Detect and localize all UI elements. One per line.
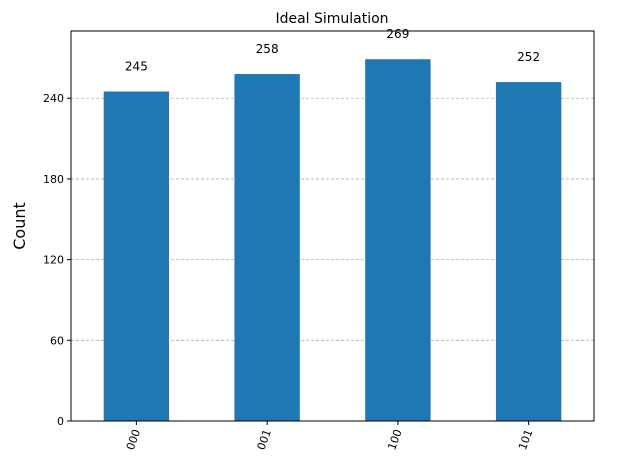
y-tick-label-0: 0: [57, 415, 64, 428]
x-tick-label-001: 001: [255, 428, 274, 452]
x-tick-label-000: 000: [124, 428, 143, 452]
data-labels: 245 258 269 252: [125, 27, 540, 73]
chart-title: Ideal Simulation: [275, 11, 388, 27]
data-label-001: 258: [256, 42, 279, 56]
x-tick-label-101: 101: [516, 428, 535, 452]
y-axis-ticks: 0 60 120 180 240: [43, 92, 71, 428]
bar-001: [234, 74, 300, 421]
bars: [103, 59, 562, 421]
data-label-101: 252: [517, 50, 540, 64]
bar-101: [495, 82, 562, 421]
x-axis-ticks: 000 001 100 101: [124, 421, 535, 452]
bar-100: [365, 59, 431, 421]
bar-000: [103, 91, 170, 421]
y-tick-label-1: 60: [50, 334, 64, 347]
y-tick-label-2: 120: [43, 254, 64, 267]
data-label-100: 269: [386, 27, 409, 41]
y-tick-label-3: 180: [43, 173, 64, 186]
data-label-000: 245: [125, 60, 148, 74]
x-tick-label-100: 100: [385, 428, 404, 452]
y-tick-label-4: 240: [43, 92, 64, 105]
y-axis-label: Count: [10, 202, 29, 250]
plot-frame: [70, 30, 595, 422]
